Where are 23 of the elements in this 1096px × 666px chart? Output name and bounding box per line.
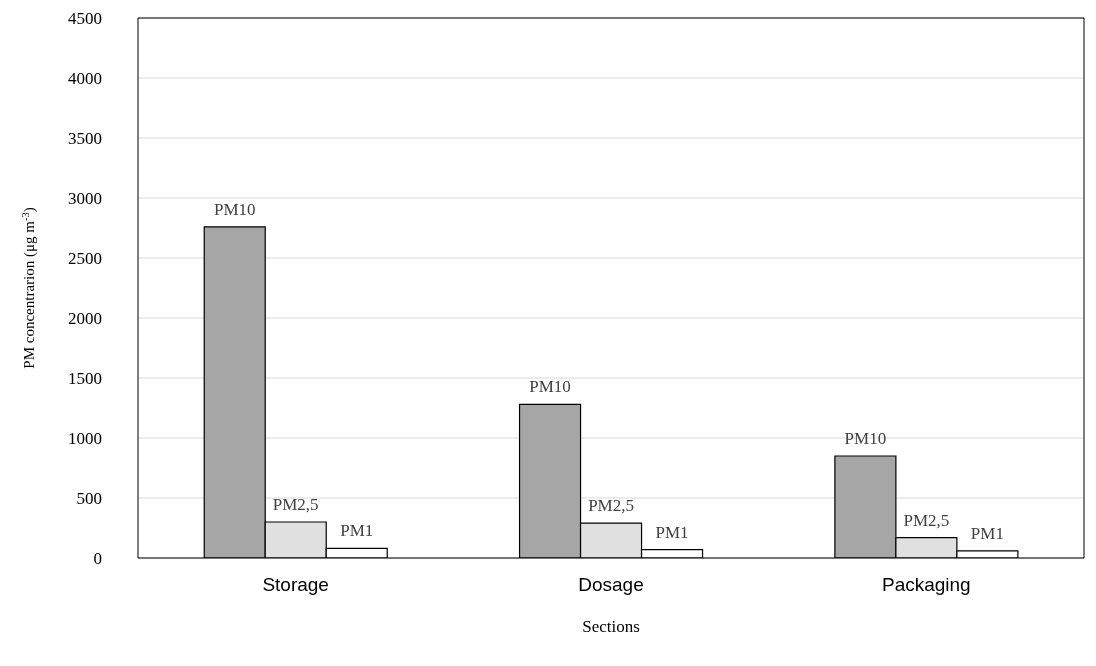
y-tick-label: 2500 (68, 249, 102, 269)
text: PM1 (970, 523, 1004, 543)
series-label: PM10 (213, 199, 256, 219)
y-tick-label: 3000 (68, 189, 102, 209)
y-tick-label: 2000 (68, 309, 102, 329)
x-tick-label: Storage (262, 574, 329, 596)
y-tick-label: 1000 (68, 429, 102, 449)
text: PM1 (655, 522, 689, 542)
x-tick-label: Dosage (578, 574, 644, 596)
series-label: PM1 (340, 521, 374, 541)
text: PM10 (844, 429, 887, 448)
y-tick-label: 500 (76, 489, 102, 509)
y-tick-label: 1500 (68, 369, 102, 389)
text: PM2,5 (903, 510, 950, 530)
y-tick-label: 4500 (68, 9, 102, 29)
series-label: PM2,5 (272, 495, 319, 514)
y-tick-label: 3500 (68, 129, 102, 149)
text: PM2,5 (588, 496, 634, 516)
y-tick-label: 4000 (68, 69, 102, 89)
text: PM10 (529, 377, 571, 397)
y-tick-label: 0 (93, 549, 102, 569)
x-axis-title: Sections (582, 617, 640, 636)
x-tick-label: Packaging (881, 574, 971, 596)
